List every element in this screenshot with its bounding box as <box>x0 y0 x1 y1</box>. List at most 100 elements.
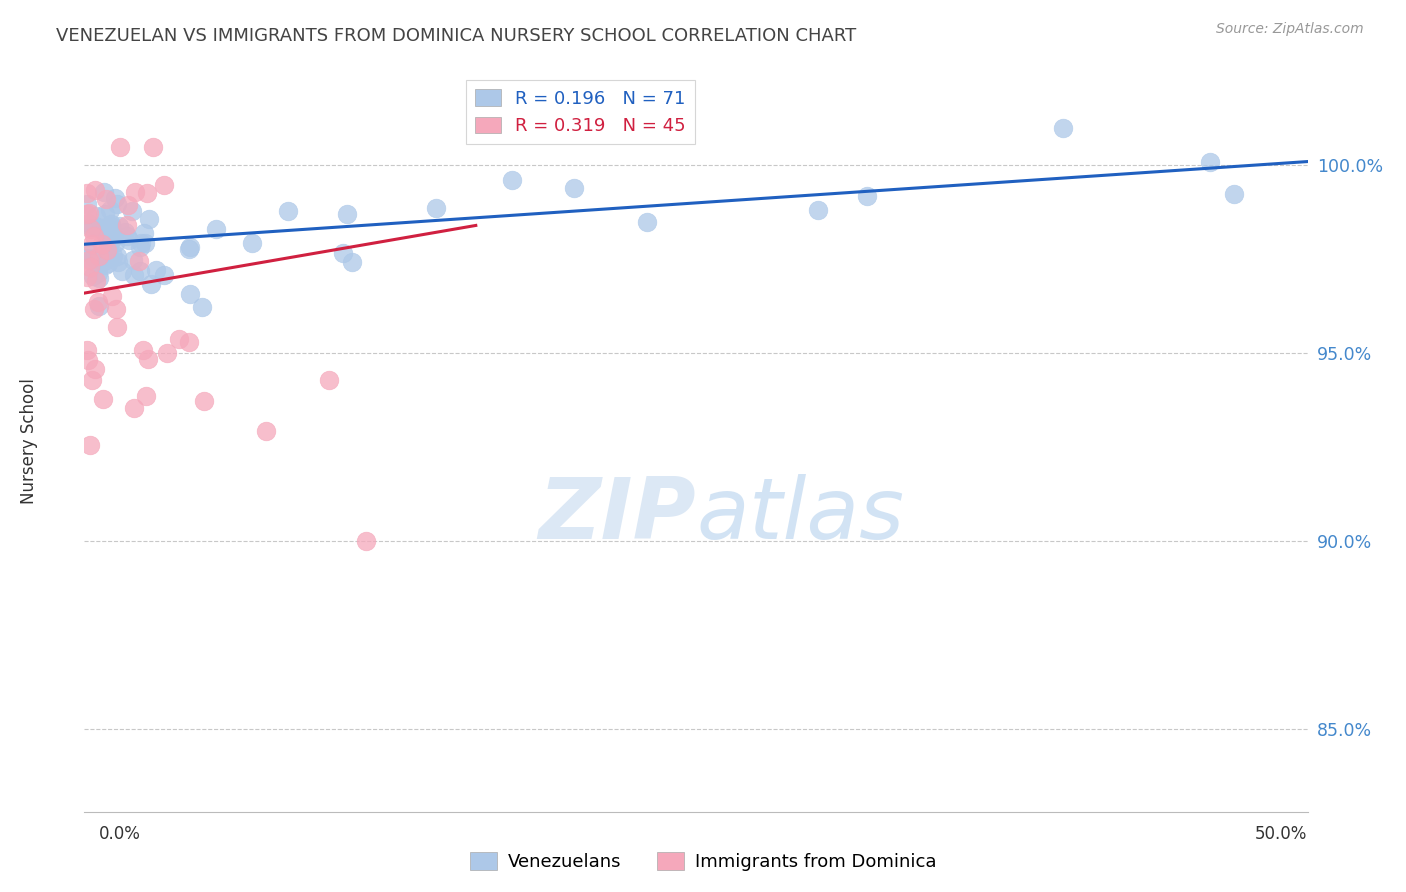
Point <box>80 222 103 236</box>
Point <box>83 229 105 244</box>
Point <box>169 332 191 346</box>
Point <box>84 275 107 289</box>
Point <box>254 425 277 439</box>
Point <box>193 394 215 409</box>
Point <box>104 236 127 251</box>
Point <box>93 186 115 200</box>
Text: atlas: atlas <box>696 474 904 558</box>
Point <box>97 226 120 240</box>
Point <box>107 255 129 269</box>
Point <box>90 221 112 235</box>
Point <box>179 240 201 254</box>
Point <box>242 236 264 251</box>
Point <box>103 230 125 244</box>
Point <box>124 268 146 282</box>
Point <box>76 244 98 258</box>
Text: 50.0%: 50.0% <box>1256 825 1308 843</box>
Point <box>128 254 150 268</box>
Point <box>110 139 132 153</box>
Point <box>94 206 117 220</box>
Point <box>132 226 155 240</box>
Point <box>98 203 121 218</box>
Point <box>79 260 101 275</box>
Point <box>101 249 124 263</box>
Text: VENEZUELAN VS IMMIGRANTS FROM DOMINICA NURSERY SCHOOL CORRELATION CHART: VENEZUELAN VS IMMIGRANTS FROM DOMINICA N… <box>56 27 856 45</box>
Point <box>205 221 228 235</box>
Point <box>142 139 165 153</box>
Point <box>84 219 107 233</box>
Point <box>94 259 117 273</box>
Point <box>118 233 141 247</box>
Point <box>105 320 128 334</box>
Point <box>153 268 176 283</box>
Point <box>1198 154 1220 169</box>
Point <box>76 216 98 230</box>
Point <box>100 217 122 231</box>
Point <box>132 343 155 358</box>
Point <box>138 211 160 226</box>
Point <box>91 392 114 407</box>
Point <box>79 438 101 452</box>
Legend: R = 0.196   N = 71, R = 0.319   N = 45: R = 0.196 N = 71, R = 0.319 N = 45 <box>467 80 695 144</box>
Point <box>96 192 118 206</box>
Point <box>87 299 110 313</box>
Point <box>77 253 100 268</box>
Point <box>117 197 139 211</box>
Point <box>318 372 340 386</box>
Point <box>856 189 879 203</box>
Point <box>177 334 200 349</box>
Point <box>1223 187 1246 202</box>
Point <box>336 207 359 221</box>
Point <box>97 256 120 270</box>
Point <box>425 201 447 215</box>
Point <box>91 236 114 251</box>
Point <box>115 228 138 243</box>
Point <box>277 203 299 218</box>
Point <box>105 249 128 263</box>
Point <box>108 219 131 233</box>
Point <box>136 351 159 366</box>
Point <box>89 250 111 264</box>
Point <box>76 269 98 284</box>
Point <box>121 203 143 218</box>
Point <box>105 301 128 316</box>
Point <box>76 207 98 221</box>
Point <box>84 362 107 376</box>
Point <box>1052 120 1074 135</box>
Text: Source: ZipAtlas.com: Source: ZipAtlas.com <box>1216 22 1364 37</box>
Point <box>84 209 107 223</box>
Point <box>139 277 162 291</box>
Point <box>76 343 98 358</box>
Point <box>76 352 98 367</box>
Point <box>129 235 152 250</box>
Point <box>122 401 145 416</box>
Point <box>114 225 136 239</box>
Point <box>93 253 115 268</box>
Text: 0.0%: 0.0% <box>98 825 141 843</box>
Point <box>117 218 139 232</box>
Point <box>83 301 105 316</box>
Point <box>177 243 200 257</box>
Point <box>145 262 167 277</box>
Point <box>77 206 100 220</box>
Point <box>340 255 363 269</box>
Point <box>96 243 118 257</box>
Point <box>98 250 121 264</box>
Point <box>156 346 179 360</box>
Point <box>97 244 120 259</box>
Text: Nursery School: Nursery School <box>20 378 38 505</box>
Point <box>104 191 127 205</box>
Point <box>122 253 145 268</box>
Point <box>83 251 105 265</box>
Point <box>153 178 176 193</box>
Point <box>76 196 98 211</box>
Point <box>179 287 201 301</box>
Point <box>134 236 156 251</box>
Point <box>136 186 159 200</box>
Point <box>100 234 122 248</box>
Point <box>93 226 115 240</box>
Point <box>97 223 120 237</box>
Point <box>135 389 157 403</box>
Point <box>76 186 98 200</box>
Point <box>87 266 110 280</box>
